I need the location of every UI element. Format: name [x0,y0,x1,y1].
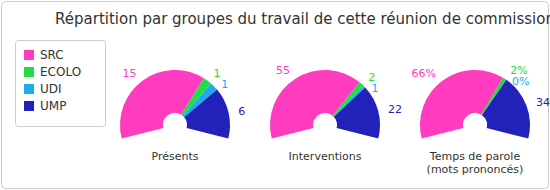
legend-box [16,41,106,127]
chart-title-line: Interventions [289,150,362,163]
data-label: 1 [371,81,378,94]
chart-title: Temps de parole(mots prononcés) [427,150,524,176]
data-label: 22 [388,103,402,116]
data-label: 15 [123,67,137,80]
pie-slice [334,87,380,138]
chart-title-line: Présents [151,150,198,163]
data-label: 6 [238,104,245,117]
pie-group: 66%2%0%34% [412,64,550,138]
pie-group: 15116 [120,67,245,139]
data-label: 0% [512,75,529,88]
pie-slice [482,80,530,139]
pie-slice [184,90,230,139]
legend-label: ECOLO [40,65,81,79]
data-label: 55 [276,64,290,77]
data-label: 66% [412,67,436,80]
pie-group: 552122 [270,64,402,138]
legend: SRC ECOLO UDI UMP [16,41,106,127]
legend-label: SRC [40,48,64,62]
legend-swatch [24,84,34,94]
chart-title-line: (mots prononcés) [427,163,524,176]
chart-title: Interventions [289,150,362,163]
data-label: 1 [213,67,220,80]
legend-swatch [24,67,34,77]
chart-title: Présents [151,150,198,163]
data-label: 1 [221,78,228,91]
legend-label: UDI [40,82,62,96]
chart-title-line: Temps de parole [429,150,521,163]
legend-swatch [24,50,34,60]
frame [2,2,549,189]
legend-label: UMP [40,99,66,113]
chart-root: Répartition par groupes du travail de ce… [0,0,550,190]
legend-swatch [24,101,34,111]
data-label: 34% [536,96,550,109]
title: Répartition par groupes du travail de ce… [55,10,550,28]
